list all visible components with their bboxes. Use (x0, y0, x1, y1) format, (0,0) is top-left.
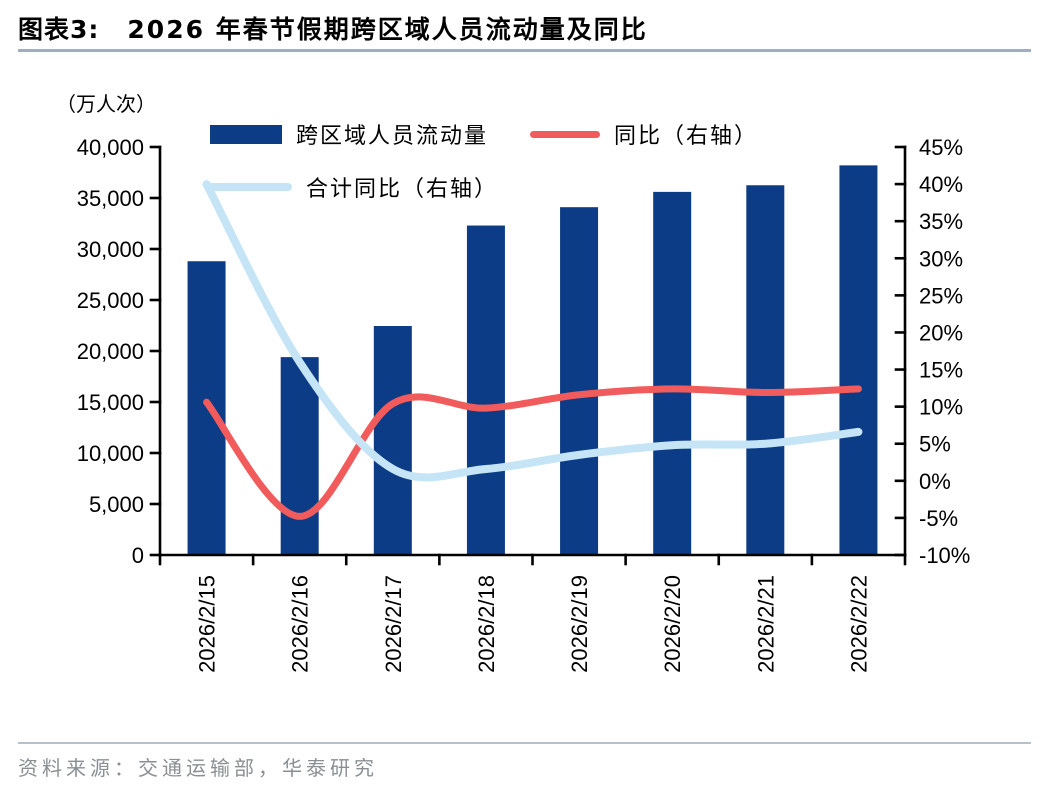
right-axis-tick-label: 20% (919, 320, 963, 345)
right-axis-tick-label: 5% (919, 432, 951, 457)
legend-line-swatch-yoy (530, 130, 601, 138)
left-axis-tick-label: 40,000 (77, 135, 144, 160)
left-axis-unit-label: （万人次） (56, 92, 156, 116)
right-axis-tick-label: -5% (919, 506, 958, 531)
legend-line-swatch-total-yoy (207, 183, 292, 191)
figure-number-label: 图表3: (18, 15, 100, 44)
right-axis-tick-label: -10% (919, 543, 970, 568)
bar-2026/2/18 (466, 225, 505, 556)
legend-bar-swatch (210, 124, 282, 144)
bar-2026/2/19 (560, 207, 599, 555)
right-axis-tick-label: 40% (919, 172, 963, 197)
source-label: 资料来源： (18, 756, 138, 780)
left-axis-tick-label: 10,000 (77, 441, 144, 466)
x-category-label: 2026/2/16 (288, 575, 313, 673)
source-value: 交通运输部，华泰研究 (138, 756, 378, 780)
right-axis-tick-label: 45% (919, 135, 963, 160)
right-axis-tick-label: 10% (919, 395, 963, 420)
right-axis-tick-label: 15% (919, 358, 963, 383)
right-axis-tick-label: 0% (919, 469, 951, 494)
left-axis-tick-label: 30,000 (77, 237, 144, 262)
legend-row-2: 合计同比（右轴） (207, 171, 498, 203)
left-axis-tick-label: 15,000 (77, 390, 144, 415)
x-category-label: 2026/2/17 (381, 575, 406, 673)
left-axis-tick-label: 0 (132, 543, 144, 568)
x-category-label: 2026/2/22 (846, 575, 871, 673)
bar-2026/2/22 (839, 165, 878, 556)
left-axis-tick-label: 35,000 (77, 186, 144, 211)
x-category-label: 2026/2/15 (195, 575, 220, 673)
legend-label-bars: 跨区域人员流动量 (296, 124, 489, 149)
total-yoy-line (202, 180, 863, 482)
x-category-label: 2026/2/20 (660, 575, 685, 673)
legend-label-yoy: 同比（右轴） (614, 124, 759, 149)
chart-header: 图表3: 2026 年春节假期跨区域人员流动量及同比 (18, 10, 648, 46)
bar-2026/2/21 (746, 185, 785, 555)
x-category-label: 2026/2/18 (474, 575, 499, 673)
x-category-label: 2026/2/21 (753, 575, 778, 673)
bar-2026/2/20 (653, 191, 692, 555)
x-category-label: 2026/2/19 (567, 575, 592, 673)
right-axis-tick-label: 30% (919, 246, 963, 271)
bar-2026/2/15 (187, 261, 226, 555)
title-divider (18, 49, 1031, 52)
bar-2026/2/16 (280, 357, 319, 555)
legend-label-total-yoy: 合计同比（右轴） (306, 177, 499, 202)
right-axis-tick-label: 35% (919, 209, 963, 234)
right-axis-tick-label: 25% (919, 283, 963, 308)
left-axis-tick-label: 20,000 (77, 339, 144, 364)
source-note: 资料来源：交通运输部，华泰研究 (18, 752, 378, 781)
yoy-line (203, 385, 862, 520)
page-title: 2026 年春节假期跨区域人员流动量及同比 (127, 15, 648, 44)
legend-row-1: 跨区域人员流动量 同比（右轴） (210, 118, 758, 150)
footer-divider (18, 742, 1031, 744)
left-axis-tick-label: 5,000 (89, 492, 144, 517)
bar-2026/2/17 (373, 326, 412, 555)
left-axis-tick-label: 25,000 (77, 288, 144, 313)
